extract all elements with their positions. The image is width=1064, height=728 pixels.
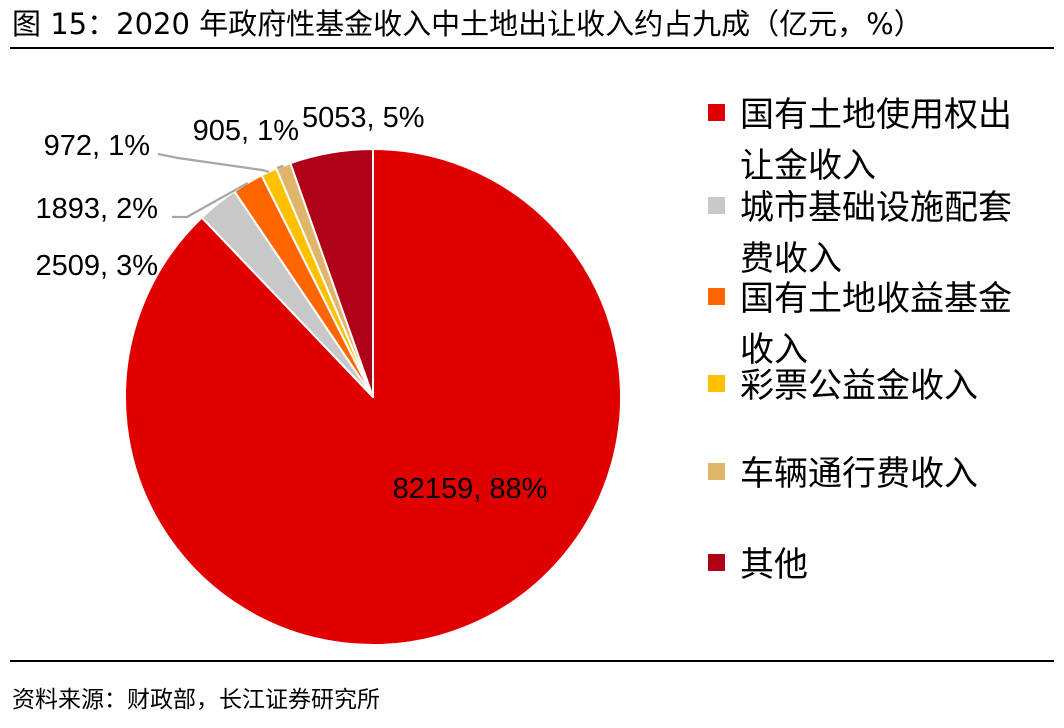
source-divider [10, 660, 1054, 662]
legend-label: 车辆通行费收入 [740, 454, 978, 494]
legend-label: 城市基础设施配套费收入 [740, 188, 1012, 279]
data-label-lottery-fund: 972, 1% [44, 130, 150, 162]
legend-swatch [708, 104, 725, 121]
leader-line [172, 181, 249, 219]
pie-chart: 82159, 88% 2509, 3% 1893, 2% 972, 1% 905, 1%… [35, 102, 622, 646]
slice-other [289, 148, 374, 398]
legend-label: 彩票公益金收入 [740, 366, 978, 406]
legend-swatch [708, 554, 725, 571]
legend-swatch [708, 463, 725, 480]
legend-swatch [708, 197, 725, 214]
data-label-land-transfer: 82159, 88% [393, 473, 548, 505]
leader-line [276, 164, 284, 170]
data-label-vehicle-toll: 905, 1% [193, 115, 299, 147]
legend-label: 国有土地收益基金收入 [740, 279, 1012, 370]
data-label-other: 5053, 5% [302, 102, 425, 134]
title-divider [10, 47, 1054, 49]
chart-title: 图 15：2020 年政府性基金收入中土地出让收入约占九成（亿元，%） [12, 7, 923, 41]
legend-label: 国有土地使用权出让金收入 [740, 95, 1012, 186]
legend-label: 其他 [740, 545, 808, 585]
leader-line [157, 152, 270, 173]
legend-swatch [708, 375, 725, 392]
source-note: 资料来源：财政部，长江证券研究所 [12, 687, 380, 713]
legend-swatch [708, 288, 725, 305]
data-label-infrastructure-fee: 2509, 3% [35, 250, 158, 282]
data-label-land-revenue-fund: 1893, 2% [35, 193, 158, 225]
